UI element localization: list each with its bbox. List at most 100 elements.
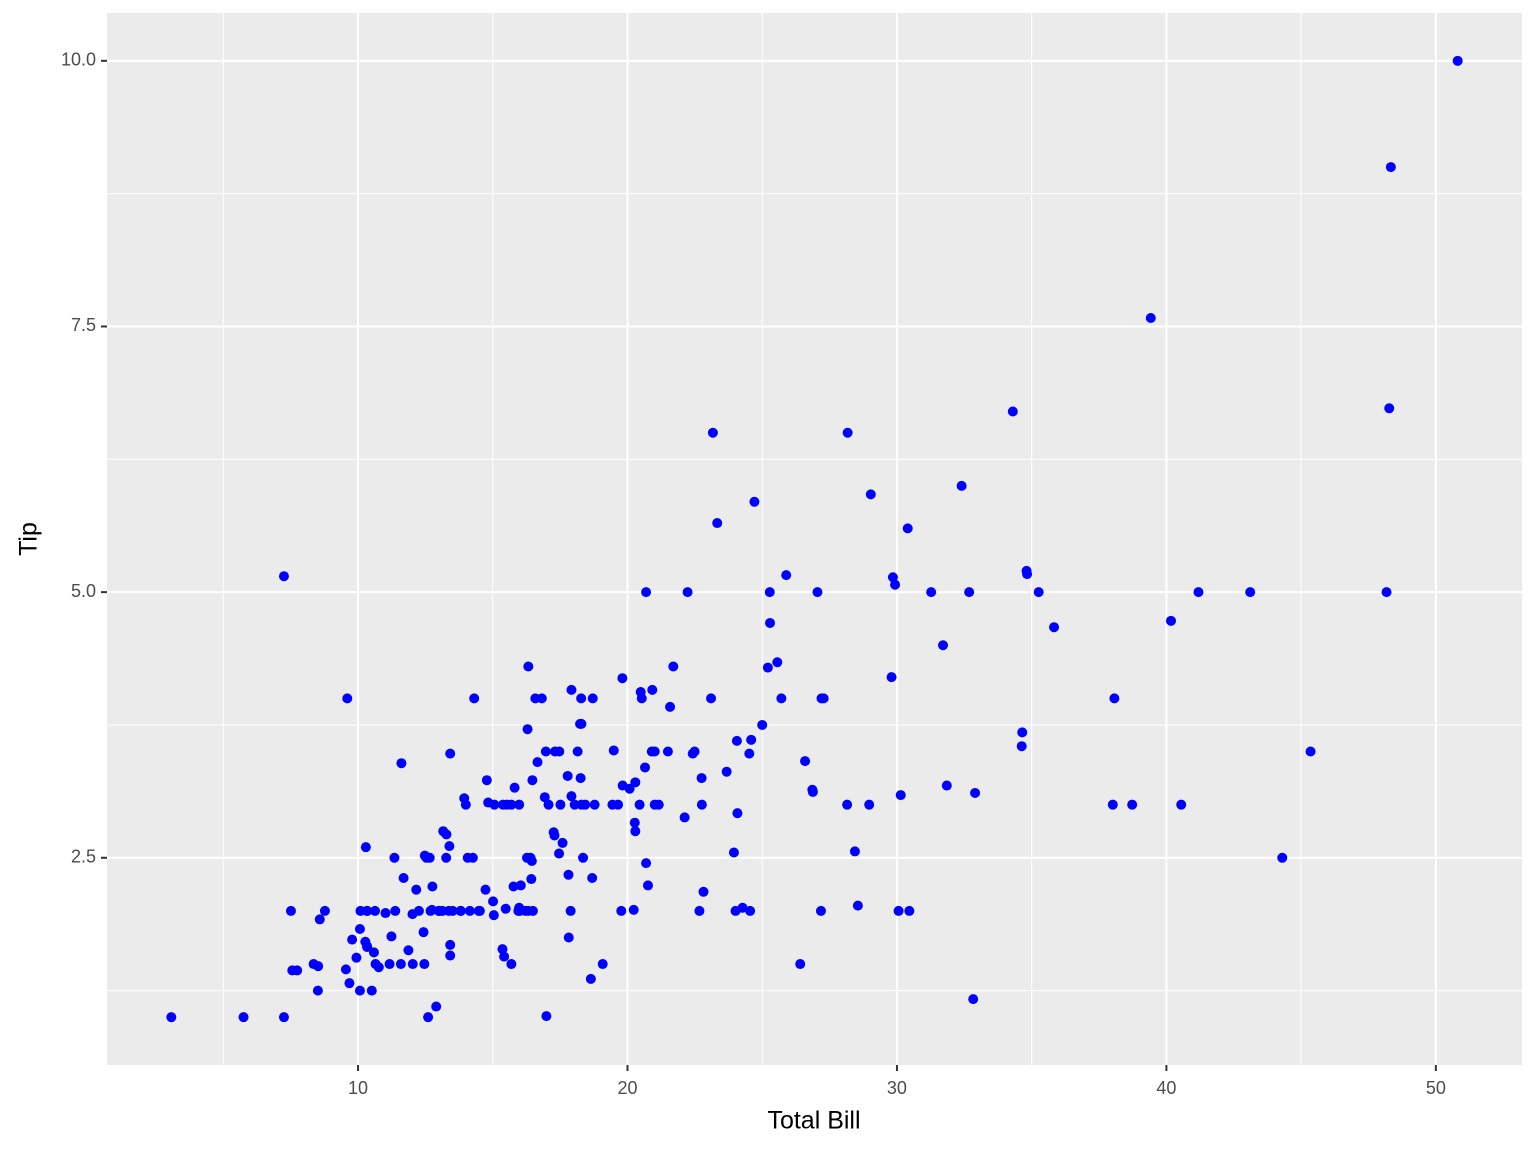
point [818, 693, 829, 704]
point [355, 905, 366, 916]
x-tick-label: 50 [1426, 1078, 1446, 1098]
point [1381, 587, 1392, 598]
point [575, 773, 586, 784]
point [587, 693, 598, 704]
point [696, 773, 707, 784]
point [419, 959, 430, 970]
point [576, 693, 587, 704]
point [864, 799, 875, 810]
point [433, 905, 444, 916]
point [589, 799, 600, 810]
point [340, 964, 351, 975]
point [411, 884, 422, 895]
y-tick-label: 7.5 [71, 315, 96, 335]
point [732, 808, 743, 819]
x-tick-label: 40 [1156, 1078, 1176, 1098]
point [587, 872, 598, 883]
ticks: 10 20 30 40 50 2.5 5.0 7.5 10.0 [61, 50, 1446, 1098]
point [815, 905, 826, 916]
point [344, 978, 355, 989]
point [1277, 852, 1288, 863]
point [532, 757, 543, 768]
point [447, 905, 458, 916]
point [384, 959, 395, 970]
point [682, 587, 693, 598]
point [641, 587, 652, 598]
point [499, 951, 510, 962]
point [403, 945, 414, 956]
point [730, 905, 741, 916]
point [523, 661, 534, 672]
point [902, 523, 913, 534]
point [886, 672, 897, 683]
point [515, 880, 526, 891]
point [572, 746, 583, 757]
point [679, 812, 690, 823]
point [1145, 312, 1156, 323]
point [554, 746, 565, 757]
point [514, 799, 525, 810]
point [312, 985, 323, 996]
point [431, 1001, 442, 1012]
point [292, 965, 303, 976]
point [354, 985, 365, 996]
point [368, 947, 379, 958]
point [520, 905, 531, 916]
point [1017, 727, 1028, 738]
point [776, 693, 787, 704]
point [360, 842, 371, 853]
point [624, 783, 635, 794]
point [842, 427, 853, 438]
plot-panel [107, 13, 1522, 1065]
point [361, 940, 372, 951]
point [665, 701, 676, 712]
point [386, 931, 397, 942]
point [1022, 569, 1033, 580]
point [721, 766, 732, 777]
point [852, 900, 863, 911]
point [373, 962, 384, 973]
point [629, 817, 640, 828]
point [662, 746, 673, 757]
point [522, 724, 533, 735]
point [642, 880, 653, 891]
point [441, 852, 452, 863]
point [765, 617, 776, 628]
point [608, 745, 619, 756]
point [555, 799, 566, 810]
point [646, 746, 657, 757]
point [540, 746, 551, 757]
point [617, 673, 628, 684]
point [649, 799, 660, 810]
x-tick-label: 30 [887, 1078, 907, 1098]
point [527, 775, 538, 786]
point [548, 827, 559, 838]
point [728, 847, 739, 858]
point [1007, 406, 1018, 417]
point [395, 959, 406, 970]
point [380, 908, 391, 919]
point [455, 905, 466, 916]
point [166, 1012, 177, 1023]
point [445, 748, 456, 759]
point [308, 959, 319, 970]
point [941, 780, 952, 791]
point [366, 985, 377, 996]
point [970, 787, 981, 798]
point [812, 587, 823, 598]
point [566, 684, 577, 695]
x-tick-label: 20 [617, 1078, 637, 1098]
point [1127, 799, 1138, 810]
point [539, 792, 550, 803]
point [762, 662, 773, 673]
point [278, 1012, 289, 1023]
point [563, 932, 574, 943]
point [1165, 615, 1176, 626]
point [354, 923, 365, 934]
point [480, 884, 491, 895]
point [1452, 55, 1463, 66]
point [444, 841, 455, 852]
point [1193, 587, 1204, 598]
point [849, 846, 860, 857]
